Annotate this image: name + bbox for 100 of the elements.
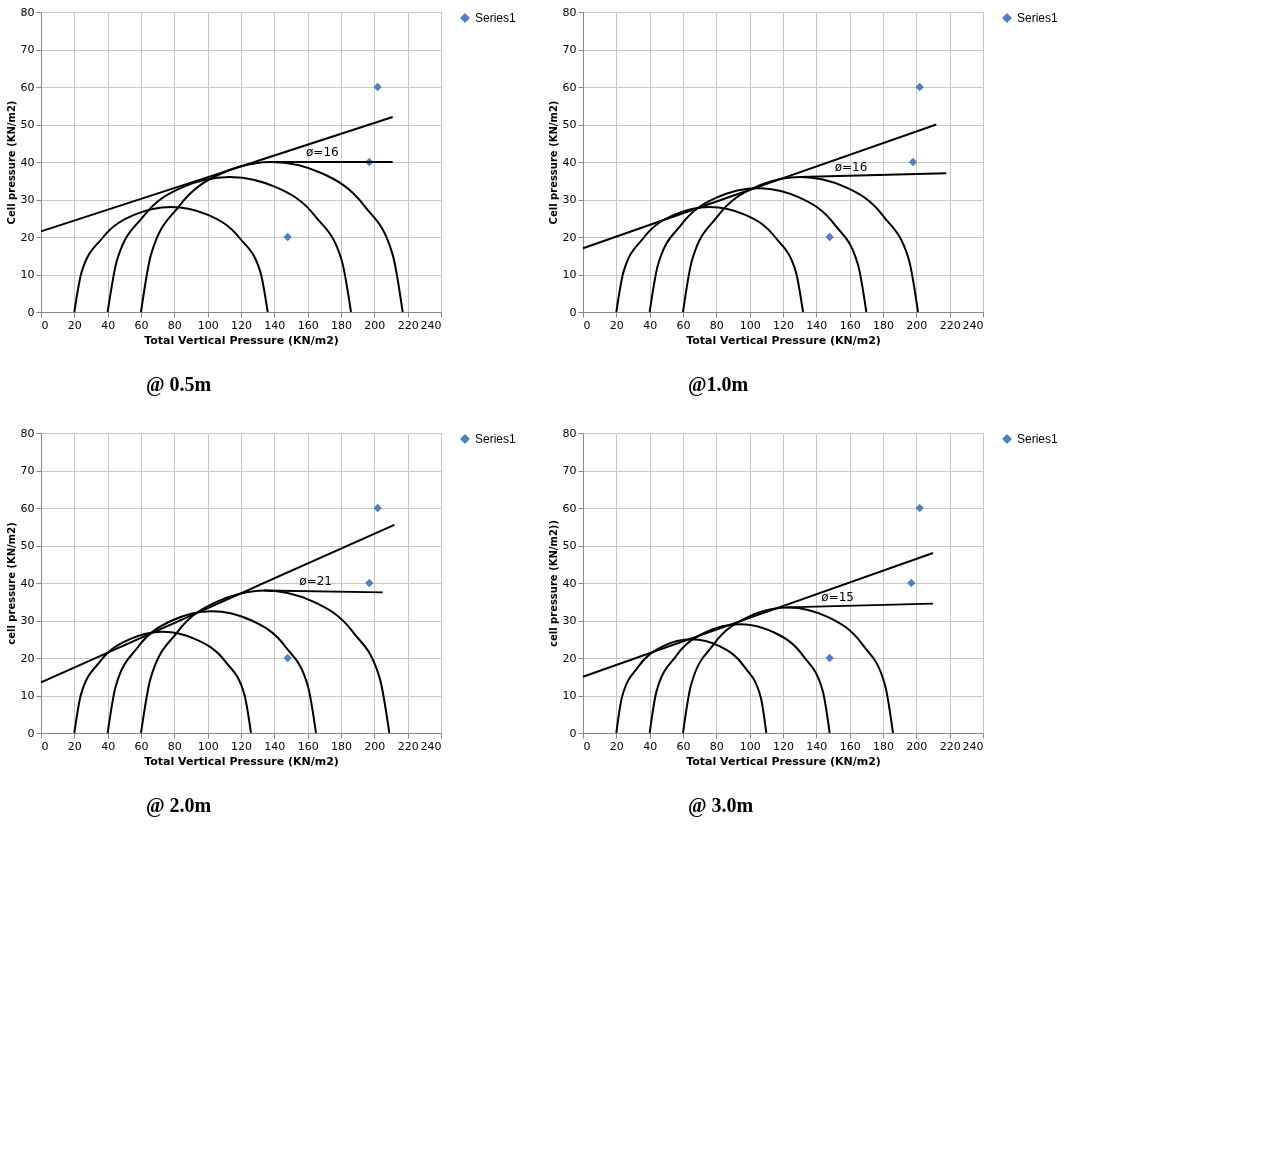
y-tick-label: 80 — [562, 5, 577, 19]
x-tick-label: 60 — [676, 318, 691, 332]
y-tick-label: 30 — [20, 193, 35, 206]
x-tick-label: 20 — [609, 739, 624, 753]
y-tick-label: 50 — [20, 118, 35, 131]
x-tick-label: 200 — [906, 318, 928, 332]
y-tick-label: 20 — [562, 651, 577, 665]
annotation: ø=16 — [834, 160, 868, 174]
y-tick-label: 0 — [27, 305, 35, 319]
x-tick-label: 0 — [583, 739, 591, 753]
x-tick-label: 220 — [397, 739, 419, 753]
y-tick-label: 0 — [27, 726, 35, 740]
x-tick-label: 100 — [197, 739, 219, 753]
annotation: ø=21 — [299, 573, 333, 588]
y-tick-label: 30 — [20, 614, 35, 627]
y-tick-label: 80 — [20, 5, 35, 19]
x-tick-label: 220 — [397, 318, 419, 332]
x-tick-label: 80 — [167, 739, 182, 753]
y-tick-label: 0 — [569, 305, 577, 319]
x-tick-label: 120 — [231, 318, 252, 332]
x-tick-label: 180 — [873, 739, 894, 753]
y-tick-label: 70 — [562, 43, 577, 56]
x-tick-label: 240 — [420, 739, 442, 753]
x-tick-label: 240 — [962, 739, 984, 753]
x-axis-title: Total Vertical Pressure (KN/m2) — [144, 333, 339, 347]
x-tick-label: 0 — [41, 739, 49, 753]
x-axis-title: Total Vertical Pressure (KN/m2) — [686, 333, 881, 347]
y-tick-label: 10 — [562, 689, 577, 702]
legend-label: Series1 — [475, 432, 517, 446]
x-tick-label: 20 — [67, 739, 82, 753]
x-tick-label: 20 — [67, 318, 82, 332]
x-tick-label: 140 — [264, 318, 286, 332]
x-tick-label: 0 — [583, 318, 591, 332]
y-tick-label: 60 — [562, 80, 577, 94]
x-tick-label: 80 — [709, 739, 724, 753]
x-tick-label: 240 — [420, 318, 442, 332]
y-tick-label: 0 — [569, 726, 577, 740]
y-tick-label: 60 — [20, 80, 35, 94]
y-tick-label: 40 — [20, 576, 35, 590]
x-tick-label: 0 — [41, 318, 49, 332]
y-tick-label: 10 — [20, 689, 35, 702]
y-tick-label: 50 — [562, 118, 577, 131]
y-tick-label: 20 — [20, 230, 35, 244]
x-axis-title: Total Vertical Pressure (KN/m2) — [686, 754, 881, 768]
x-tick-label: 220 — [939, 739, 961, 753]
x-tick-label: 20 — [609, 318, 624, 332]
legend-label: Series1 — [1017, 432, 1059, 446]
y-axis-title: Cell pressure (KN/m2) — [547, 100, 559, 225]
text: @ 3.0m — [688, 794, 754, 817]
legend-label: Series1 — [475, 11, 517, 25]
y-tick-label: 60 — [562, 501, 577, 515]
x-tick-label: 200 — [364, 739, 386, 753]
x-tick-label: 160 — [839, 318, 861, 332]
y-tick-label: 30 — [562, 193, 577, 206]
x-tick-label: 240 — [962, 318, 984, 332]
x-tick-label: 220 — [939, 318, 961, 332]
x-tick-label: 120 — [773, 318, 794, 332]
y-tick-label: 70 — [20, 464, 35, 477]
y-tick-label: 40 — [20, 155, 35, 169]
x-tick-label: 200 — [906, 739, 928, 753]
legend-label: Series1 — [1017, 11, 1059, 25]
x-tick-label: 100 — [739, 318, 761, 332]
y-tick-label: 30 — [562, 614, 577, 627]
x-tick-label: 140 — [264, 739, 286, 753]
x-tick-label: 60 — [134, 318, 149, 332]
text: @ 2.0m — [146, 794, 212, 817]
y-tick-label: 80 — [562, 426, 577, 440]
y-tick-label: 40 — [562, 155, 577, 169]
x-tick-label: 200 — [364, 318, 386, 332]
y-tick-label: 50 — [20, 539, 35, 552]
y-tick-label: 20 — [20, 651, 35, 665]
y-tick-label: 60 — [20, 501, 35, 515]
x-tick-label: 180 — [331, 739, 352, 753]
annotation: ø=16 — [306, 145, 339, 159]
x-tick-label: 40 — [643, 739, 658, 753]
annotation: ø=15 — [821, 590, 855, 605]
y-tick-label: 70 — [20, 43, 35, 56]
y-tick-label: 40 — [562, 576, 577, 590]
y-tick-label: 70 — [562, 464, 577, 477]
x-tick-label: 180 — [873, 318, 894, 332]
y-tick-label: 80 — [20, 426, 35, 440]
x-tick-label: 40 — [101, 739, 116, 753]
x-tick-label: 120 — [773, 739, 794, 753]
x-tick-label: 120 — [231, 739, 252, 753]
x-tick-label: 40 — [101, 318, 116, 332]
y-axis-title: Cell pressure (KN/m2) — [5, 100, 17, 225]
x-tick-label: 40 — [643, 318, 658, 332]
x-tick-label: 100 — [739, 739, 761, 753]
y-tick-label: 50 — [562, 539, 577, 552]
x-tick-label: 160 — [297, 739, 319, 753]
x-tick-label: 80 — [167, 318, 182, 332]
y-axis-title: cell pressure (KN/m2)) — [547, 520, 559, 647]
x-tick-label: 180 — [331, 318, 352, 332]
x-tick-label: 140 — [806, 739, 828, 753]
y-axis-title: cell pressure (KN/m2) — [5, 522, 17, 645]
x-tick-label: 80 — [709, 318, 724, 332]
text: @ 0.5m — [146, 373, 212, 396]
x-tick-label: 140 — [806, 318, 828, 332]
x-tick-label: 160 — [839, 739, 861, 753]
y-tick-label: 10 — [562, 268, 577, 281]
